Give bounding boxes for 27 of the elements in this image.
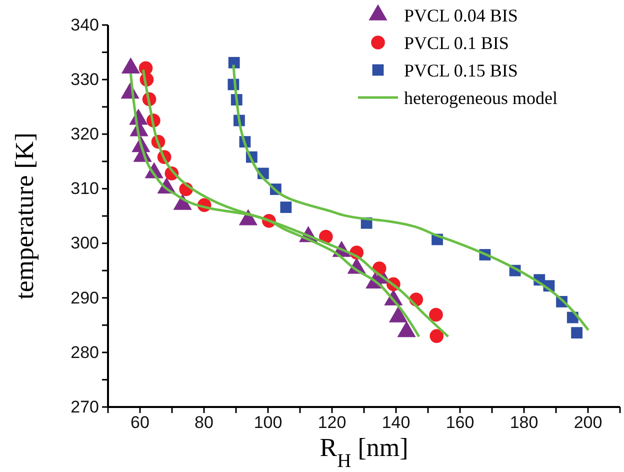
legend-label: PVCL 0.04 BIS	[404, 5, 518, 26]
y-tick-label: 270	[70, 397, 99, 416]
y-tick-label: 290	[70, 288, 99, 308]
y-tick-label: 320	[70, 124, 99, 144]
point	[228, 56, 240, 68]
x-tick-label: 140	[382, 413, 410, 432]
x-tick-label: 120	[318, 413, 346, 432]
legend-label: heterogeneous model	[404, 88, 558, 108]
x-tick-label: 80	[194, 413, 214, 432]
x-tick-label: 180	[510, 413, 538, 432]
point	[429, 308, 443, 322]
y-tick-label: 310	[70, 179, 99, 198]
x-axis-title: R$_{H}$ [nm]	[320, 433, 408, 472]
y-axis-title: temperature [K]	[10, 132, 39, 300]
x-tick-label: 160	[446, 413, 474, 432]
legend-label: PVCL 0.1 BIS	[404, 32, 509, 53]
y-tick-label: 280	[70, 342, 99, 362]
point	[571, 327, 582, 338]
x-tick-label: 100	[254, 413, 282, 432]
y-tick-label: 330	[70, 70, 99, 90]
legend-label: PVCL 0.15 BIS	[404, 60, 518, 80]
x-tick-label: 60	[130, 413, 150, 432]
point	[430, 329, 444, 343]
point	[280, 202, 292, 213]
y-tick-label: 300	[70, 234, 99, 253]
y-tick-label: 340	[70, 15, 99, 34]
x-tick-label: 200	[574, 413, 602, 432]
